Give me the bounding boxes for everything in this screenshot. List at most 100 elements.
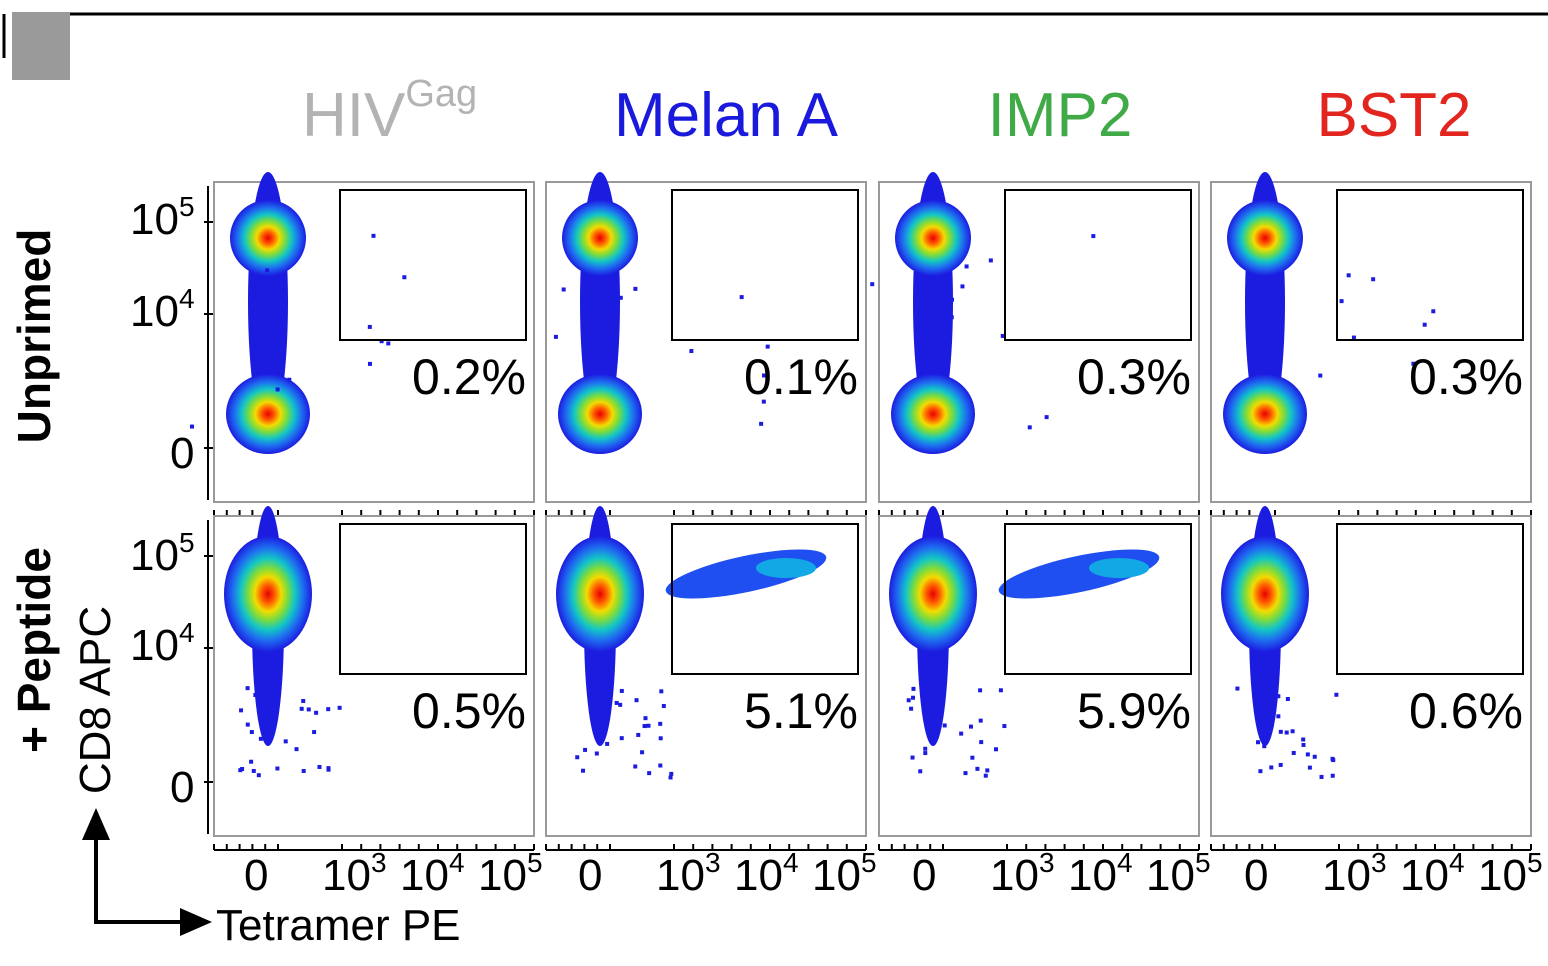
- event-dot: [1291, 750, 1296, 755]
- y-tick-labels-row1: 105 104 0: [130, 191, 195, 478]
- gate-percentage: 0.1%: [744, 349, 858, 405]
- x-tick-label-1e4: 104: [734, 847, 799, 900]
- event-dot: [249, 730, 254, 735]
- event-dot: [1272, 308, 1277, 313]
- event-dot: [964, 264, 969, 269]
- event-dot: [910, 755, 915, 760]
- x-tick-label-1e5: 105: [1146, 847, 1211, 900]
- event-dot: [367, 324, 372, 329]
- event-dot: [581, 768, 586, 773]
- tetramer-gate: [1004, 523, 1192, 675]
- event-dot: [371, 233, 376, 238]
- scatter-dots: [575, 688, 674, 780]
- tetramer-gate: [671, 523, 859, 675]
- event-dot: [1273, 338, 1278, 343]
- event-dot: [1262, 744, 1267, 749]
- event-dot: [922, 698, 927, 703]
- event-dot: [963, 771, 968, 776]
- cluster-main: [556, 536, 644, 652]
- cluster-high: [562, 200, 638, 276]
- tetramer-positive-core: [1089, 558, 1149, 578]
- tetramer-gate: [1336, 189, 1524, 341]
- event-dot: [988, 258, 993, 263]
- panel-unprimed-hivgag: 0.2%: [190, 172, 535, 517]
- x-tick-label-1e3: 103: [656, 847, 721, 900]
- y-tick-label-0: 0: [170, 429, 194, 478]
- cluster-high: [1227, 200, 1303, 276]
- event-dot: [927, 727, 932, 732]
- tetramer-gate: [339, 523, 527, 675]
- gate-percentage: 0.6%: [1409, 683, 1523, 739]
- event-dot: [950, 297, 955, 302]
- column-title-hiv-gag: HIVGag: [302, 73, 477, 150]
- event-dot: [1371, 277, 1376, 282]
- cluster-main: [1221, 536, 1309, 652]
- event-dot: [970, 755, 975, 760]
- event-dot: [1339, 299, 1344, 304]
- y-tick-label-1e4: 104: [130, 283, 195, 336]
- cluster-main: [224, 536, 312, 652]
- event-dot: [1269, 765, 1274, 770]
- event-dot: [386, 341, 391, 346]
- event-dot: [1319, 774, 1324, 779]
- tetramer-gate: [671, 189, 859, 341]
- event-dot: [265, 268, 270, 273]
- event-dot: [932, 734, 937, 739]
- x-tick-label-1e5: 105: [478, 847, 543, 900]
- y-tick-label-0: 0: [170, 763, 194, 812]
- column-title-bst2: BST2: [1316, 81, 1471, 150]
- event-dot: [761, 399, 766, 404]
- event-dot: [1044, 415, 1049, 420]
- event-dot: [1258, 769, 1263, 774]
- event-dot: [190, 424, 195, 429]
- event-dot: [979, 740, 984, 745]
- event-dot: [633, 764, 638, 769]
- event-dot: [299, 706, 304, 711]
- scatter-dots: [906, 686, 1007, 778]
- cluster-low: [226, 374, 310, 454]
- y-tick-label-1e4: 104: [130, 617, 195, 670]
- event-dot: [245, 686, 250, 691]
- event-dot: [240, 767, 245, 772]
- x-tick-labels-col2: 0 103 104 105: [578, 847, 877, 900]
- event-dot: [1431, 309, 1436, 314]
- event-dot: [634, 698, 639, 703]
- cluster-low: [891, 374, 975, 454]
- column-title-melan-a: Melan A: [614, 81, 839, 150]
- y-tick-labels-row2: 105 104 0: [130, 527, 195, 812]
- event-dot: [1000, 333, 1005, 338]
- event-dot: [275, 766, 280, 771]
- event-dot: [1290, 729, 1295, 734]
- event-dot: [661, 703, 666, 708]
- event-dot: [553, 334, 558, 339]
- event-dot: [909, 706, 914, 711]
- x-tick-label-1e3: 103: [990, 847, 1055, 900]
- event-dot: [1091, 234, 1096, 239]
- event-dot: [668, 775, 673, 780]
- event-dot: [583, 747, 588, 752]
- panel-letter-box: [12, 12, 70, 80]
- event-dot: [978, 688, 983, 693]
- event-dot: [633, 286, 638, 291]
- y-axis-ticks: [204, 186, 214, 834]
- column-title-imp2: IMP2: [988, 81, 1133, 150]
- event-dot: [264, 706, 269, 711]
- x-tick-label-1e3: 103: [1322, 847, 1387, 900]
- event-dot: [1270, 693, 1275, 698]
- event-dot: [306, 707, 311, 712]
- x-tick-label-1e4: 104: [400, 847, 465, 900]
- event-dot: [1235, 686, 1240, 691]
- tetramer-gate: [1004, 189, 1192, 341]
- event-dot: [619, 736, 624, 741]
- event-dot: [659, 689, 664, 694]
- panel-unprimed-bst2: 0.3%: [1210, 172, 1532, 517]
- x-tick-label-1e5: 105: [1478, 847, 1543, 900]
- event-dot: [978, 718, 983, 723]
- gate-percentage: 0.2%: [412, 349, 526, 405]
- event-dot: [646, 723, 651, 728]
- panel-peptide-imp2: 5.9%: [878, 506, 1200, 851]
- x-tick-label-0: 0: [1244, 851, 1268, 900]
- event-dot: [379, 339, 384, 344]
- tetramer-positive-core: [756, 558, 816, 578]
- event-dot: [1278, 762, 1283, 767]
